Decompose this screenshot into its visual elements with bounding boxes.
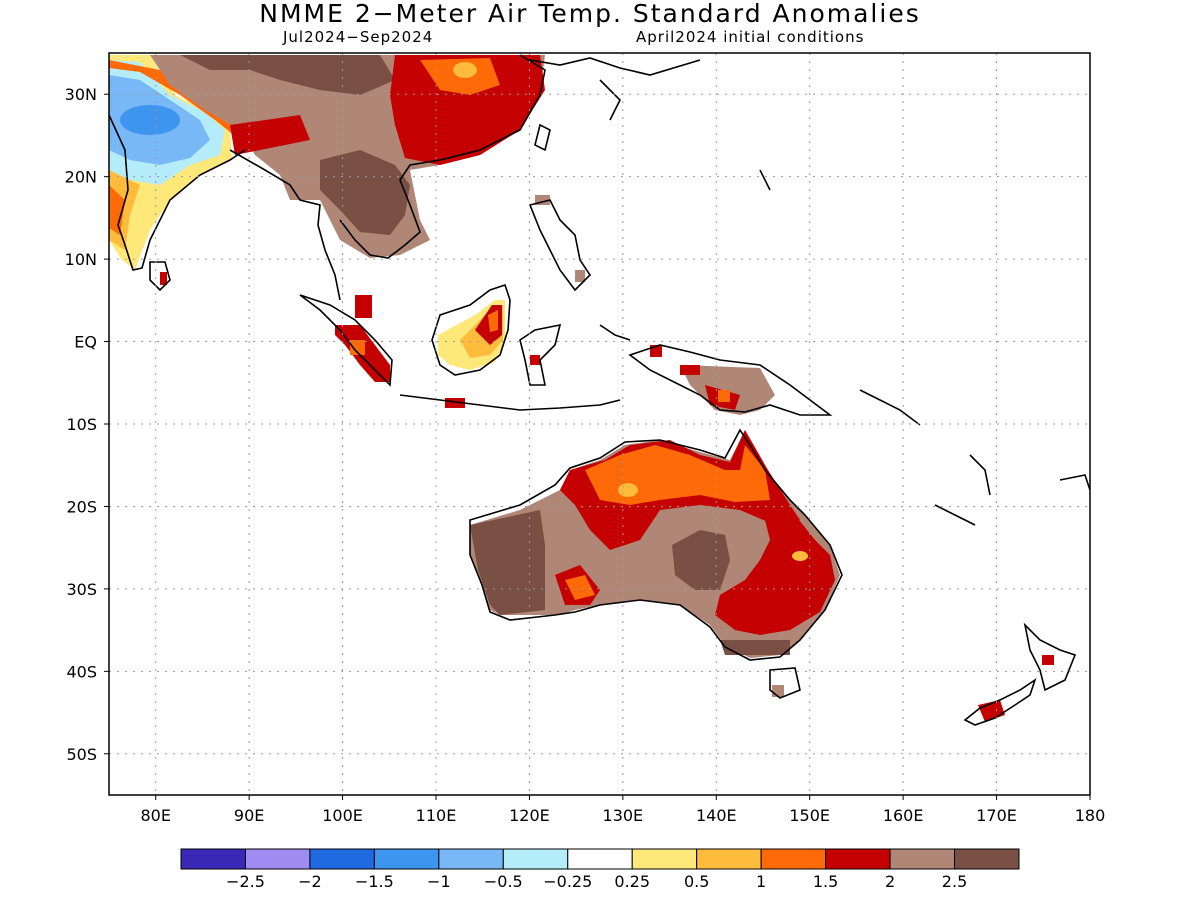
lon-tick-label: 90E bbox=[234, 806, 264, 825]
lon-tick-label: 120E bbox=[509, 806, 550, 825]
colorbar-swatch bbox=[567, 848, 633, 870]
lon-tick-label: 100E bbox=[322, 806, 363, 825]
colorbar-swatch bbox=[244, 848, 311, 870]
forecast-period: Jul2024−Sep2024 bbox=[283, 28, 434, 46]
colorbar-swatch bbox=[825, 848, 891, 870]
lon-tick-label: 110E bbox=[416, 806, 457, 825]
colorbar-label: −2 bbox=[298, 872, 322, 891]
anomaly-region-maritime bbox=[335, 295, 775, 415]
colorbar-label: −1 bbox=[427, 872, 451, 891]
initial-conditions: April2024 initial conditions bbox=[636, 28, 865, 46]
lat-tick-label: 50S bbox=[66, 745, 97, 764]
colorbar-swatch bbox=[696, 848, 762, 870]
map-plot-area bbox=[109, 53, 1090, 795]
anomaly-region-east-asia bbox=[150, 55, 585, 282]
colorbar-label: −1.5 bbox=[355, 872, 394, 891]
colorbar-swatch bbox=[760, 848, 827, 870]
graticule bbox=[109, 53, 1090, 795]
lon-tick-label: 180 bbox=[1075, 806, 1106, 825]
lat-tick-label: 10S bbox=[66, 415, 97, 434]
lon-tick-label: 150E bbox=[789, 806, 830, 825]
map-title: NMME 2−Meter Air Temp. Standard Anomalie… bbox=[259, 0, 921, 28]
colorbar-swatch bbox=[954, 848, 1020, 870]
colorbar-swatch bbox=[373, 848, 440, 870]
anomaly-region-india bbox=[109, 55, 245, 285]
colorbar-label: 0.25 bbox=[614, 872, 650, 891]
lat-tick-label: 10N bbox=[65, 250, 97, 269]
colorbar: −2.5 −2 −1.5 −1 −0.5 −0.25 0.25 0.5 1 1.5 2 2.5 bbox=[180, 848, 1020, 891]
colorbar-swatch bbox=[309, 848, 375, 870]
lat-tick-label: 30S bbox=[66, 580, 97, 599]
lat-tick-label: 20S bbox=[66, 497, 97, 516]
lon-tick-label: 140E bbox=[696, 806, 737, 825]
colorbar-swatch bbox=[889, 848, 956, 870]
lon-tick-label: 160E bbox=[883, 806, 924, 825]
colorbar-swatch bbox=[631, 848, 698, 870]
colorbar-label: 1 bbox=[756, 872, 766, 891]
lat-tick-label: EQ bbox=[74, 333, 97, 352]
colorbar-label: −2.5 bbox=[226, 872, 265, 891]
colorbar-label: 2.5 bbox=[942, 872, 967, 891]
colorbar-label: −0.5 bbox=[484, 872, 523, 891]
lon-tick-label: 80E bbox=[140, 806, 170, 825]
lat-tick-label: 30N bbox=[65, 85, 97, 104]
lat-tick-label: 40S bbox=[66, 662, 97, 681]
lon-tick-label: 130E bbox=[603, 806, 644, 825]
colorbar-label: 0.5 bbox=[684, 872, 709, 891]
colorbar-swatch bbox=[502, 848, 569, 870]
colorbar-label: 2 bbox=[885, 872, 895, 891]
lat-tick-label: 20N bbox=[65, 168, 97, 187]
axis-ticks: 80E 90E 100E 110E 120E 130E 140E 150E 160E 170E 18… bbox=[65, 85, 1106, 825]
coastlines bbox=[109, 54, 1090, 726]
colorbar-swatch bbox=[180, 848, 246, 870]
colorbar-label: 1.5 bbox=[813, 872, 838, 891]
anomaly-region-australia bbox=[470, 430, 840, 697]
colorbar-swatch bbox=[438, 848, 504, 870]
lon-tick-label: 170E bbox=[976, 806, 1017, 825]
colorbar-label: −0.25 bbox=[543, 872, 592, 891]
